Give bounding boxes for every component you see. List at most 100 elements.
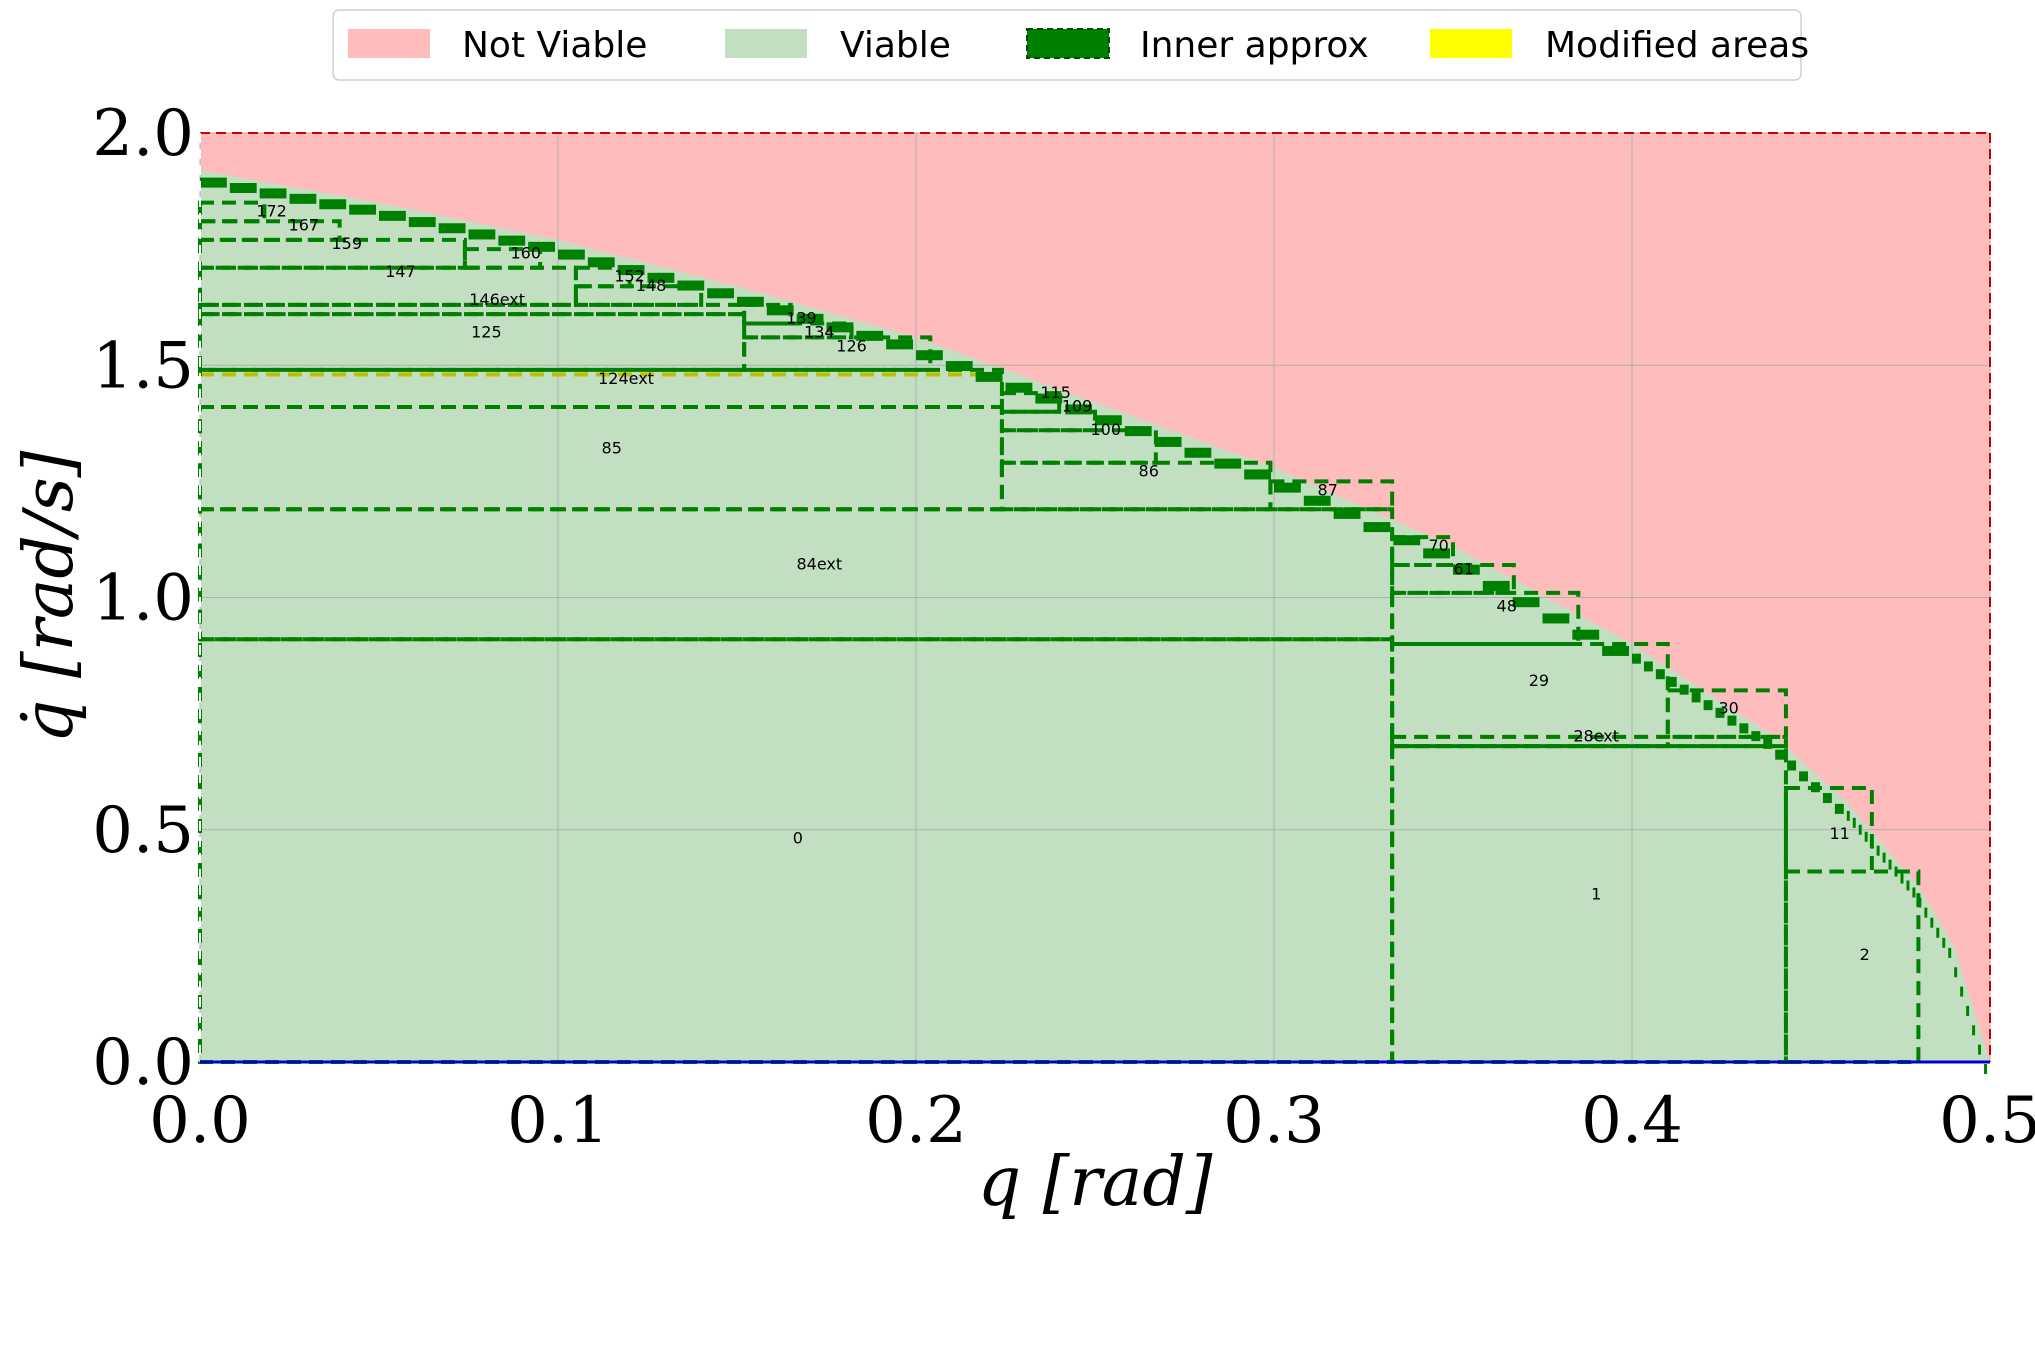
inner-approx-cell xyxy=(1363,522,1391,533)
inner-approx-cell xyxy=(1542,613,1570,624)
inner-approx-cell xyxy=(528,241,555,252)
inner-approx-cell xyxy=(886,339,913,350)
inner-approx-cell xyxy=(1643,661,1653,672)
box-label: 87 xyxy=(1318,480,1338,499)
x-axis-ticks: 0.0 0.1 0.2 0.3 0.4 0.5 xyxy=(149,1084,2035,1158)
inner-approx-box xyxy=(1665,688,1788,739)
inner-approx-cell xyxy=(1930,917,1934,928)
box-label: 160 xyxy=(511,243,542,262)
inner-approx-cell xyxy=(1954,967,1958,978)
inner-approx-cell xyxy=(1691,692,1701,703)
box-label: 148 xyxy=(636,276,667,295)
inner-approx-cell xyxy=(587,257,615,268)
legend-label-not-viable: Not Viable xyxy=(462,25,647,66)
x-tick-label: 0.4 xyxy=(1581,1084,1683,1158)
inner-approx-cell xyxy=(1751,731,1761,742)
inner-approx-cell xyxy=(200,177,227,188)
box-label: 2 xyxy=(1860,945,1870,964)
inner-approx-cell xyxy=(1822,793,1832,804)
box-label: 172 xyxy=(256,202,287,221)
inner-approx-cell xyxy=(796,313,824,324)
inner-approx-cell xyxy=(498,235,526,246)
box-label: 70 xyxy=(1429,536,1449,555)
inner-approx-cell xyxy=(1572,629,1600,640)
inner-approx-cell xyxy=(945,361,973,372)
inner-approx-box xyxy=(198,367,1004,410)
inner-approx-cell xyxy=(289,193,317,204)
box-label: 86 xyxy=(1139,462,1159,481)
legend-swatch-inner-approx xyxy=(1026,28,1110,59)
inner-approx-box xyxy=(1783,785,1874,874)
inner-approx-cell xyxy=(408,217,436,228)
inner-approx-box xyxy=(198,265,578,307)
inner-approx-cell xyxy=(856,330,884,341)
inner-approx-cell xyxy=(1924,907,1928,918)
inner-approx-box xyxy=(198,219,342,242)
inner-approx-cell xyxy=(1244,469,1271,480)
legend-swatch-modified xyxy=(1430,29,1512,58)
y-tick-label: 0.5 xyxy=(92,794,194,868)
inner-approx-cell xyxy=(1727,715,1737,726)
inner-approx-cell xyxy=(617,265,645,276)
box-label: 109 xyxy=(1062,397,1093,416)
inner-approx-cell xyxy=(1065,404,1092,415)
inner-approx-cell xyxy=(349,204,376,215)
inner-approx-box xyxy=(1390,641,1670,749)
inner-approx-cell xyxy=(229,182,257,193)
inner-approx-cell xyxy=(1154,436,1182,447)
box-label: 147 xyxy=(385,262,416,281)
box-label: 11 xyxy=(1829,824,1849,843)
inner-approx-box xyxy=(1268,479,1395,512)
box-label: 30 xyxy=(1718,699,1738,718)
y-tick-label: 0.0 xyxy=(92,1026,194,1100)
x-tick-label: 0.3 xyxy=(1223,1084,1325,1158)
inner-approx-cell xyxy=(1655,669,1665,680)
box-label: 0 xyxy=(793,829,803,848)
y-tick-label: 1.0 xyxy=(92,562,194,636)
inner-approx-cell xyxy=(1124,426,1152,437)
inner-approx-cell xyxy=(1095,415,1122,426)
y-tick-label: 1.5 xyxy=(92,329,194,403)
inner-approx-cell xyxy=(468,229,496,240)
legend: Not Viable Viable Inner approx Modified … xyxy=(332,9,1809,81)
inner-approx-cell xyxy=(1512,597,1540,608)
legend-label-modified: Modified areas xyxy=(1545,25,1809,66)
inner-approx-cell xyxy=(1787,760,1797,771)
inner-approx-cell xyxy=(707,288,734,299)
inner-approx-box xyxy=(999,409,1097,433)
inner-approx-cell xyxy=(558,249,585,260)
box-label: 84ext xyxy=(797,555,843,574)
inner-approx-cell xyxy=(1972,1025,1976,1036)
box-label: 61 xyxy=(1454,559,1474,578)
inner-approx-cell xyxy=(1703,700,1713,711)
box-label: 28ext xyxy=(1573,726,1619,745)
inner-approx-cell xyxy=(1602,645,1629,656)
legend-swatch-viable xyxy=(725,29,807,58)
inner-approx-cell xyxy=(1978,1044,1982,1055)
inner-approx-cell xyxy=(1667,676,1677,687)
inner-approx-cell xyxy=(1453,564,1480,575)
inner-approx-cell xyxy=(1799,771,1808,782)
box-label: 167 xyxy=(289,216,320,235)
box-label: 29 xyxy=(1529,671,1549,690)
inner-approx-cell xyxy=(1918,897,1922,908)
inner-approx-cell xyxy=(677,280,705,291)
inner-approx-cell xyxy=(259,188,287,199)
inner-approx-cell xyxy=(1834,803,1844,814)
box-label: 48 xyxy=(1497,596,1517,615)
inner-approx-cell xyxy=(1811,782,1820,793)
x-tick-label: 0.0 xyxy=(149,1084,251,1158)
inner-approx-cell xyxy=(1900,873,1904,884)
inner-approx-cell xyxy=(1739,723,1749,734)
inner-approx-cell xyxy=(1184,447,1212,458)
box-label: 134 xyxy=(804,322,835,341)
inner-approx-cell xyxy=(1715,707,1725,718)
y-axis-ticks: 0.0 0.5 1.0 1.5 2.0 xyxy=(92,97,194,1100)
box-label: 115 xyxy=(1040,383,1071,402)
inner-approx-cell xyxy=(1775,749,1785,760)
box-label: 146ext xyxy=(469,290,525,309)
inner-approx-cell xyxy=(1966,1005,1970,1016)
inner-approx-cell xyxy=(975,371,1003,382)
box-label: 152 xyxy=(614,267,645,286)
